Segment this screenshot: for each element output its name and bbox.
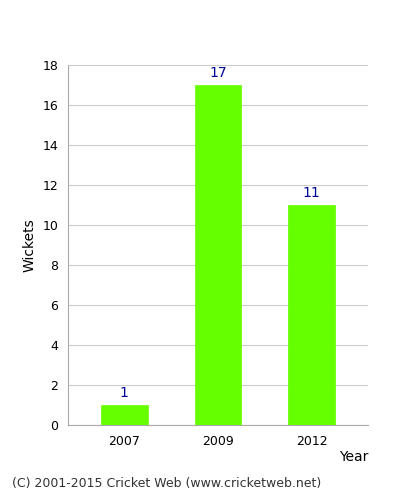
Bar [288, 205, 335, 425]
Bar [101, 405, 148, 425]
Y-axis label: Wickets: Wickets [23, 218, 37, 272]
Text: 11: 11 [303, 186, 321, 200]
Text: (C) 2001-2015 Cricket Web (www.cricketweb.net): (C) 2001-2015 Cricket Web (www.cricketwe… [12, 477, 321, 490]
Text: Year: Year [339, 450, 368, 464]
Text: 17: 17 [209, 66, 227, 80]
Bar [194, 85, 242, 425]
Text: 1: 1 [120, 386, 129, 400]
